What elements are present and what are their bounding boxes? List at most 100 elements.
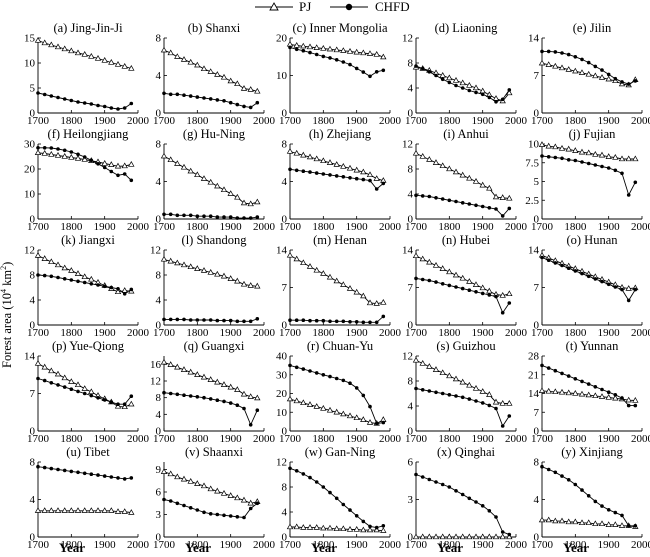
pj-point — [598, 393, 606, 399]
pj-point — [446, 74, 453, 81]
pj-point — [313, 524, 320, 530]
y-tick-label: 4 — [282, 507, 288, 519]
pj-point — [207, 68, 214, 74]
panel-title: (m) Henan — [313, 233, 368, 247]
x-tick-label: 1900 — [598, 327, 621, 339]
chfd-point — [334, 319, 339, 324]
panel-title: (g) Hu-Ning — [183, 127, 246, 141]
pj-point — [452, 76, 460, 83]
pj-point — [180, 261, 188, 268]
pj-point — [412, 149, 420, 156]
pj-point — [459, 79, 466, 86]
pj-point — [373, 175, 380, 181]
chfd-point — [215, 398, 220, 403]
x-tick-label: 2000 — [505, 433, 528, 445]
x-tick-label: 2000 — [253, 327, 276, 339]
chfd-point — [96, 162, 100, 166]
x-tick-label: 1800 — [312, 327, 335, 339]
x-tick-label: 1900 — [472, 327, 495, 339]
chfd-point — [69, 387, 74, 392]
y-tick-label: 0 — [408, 214, 414, 226]
pj-point — [366, 299, 374, 306]
x-tick-label: 1900 — [220, 433, 243, 445]
pj-point — [426, 156, 433, 162]
chfd-point — [42, 92, 47, 97]
pj-point — [254, 394, 261, 401]
pj-point — [625, 285, 632, 291]
pj-point — [160, 468, 168, 474]
pj-point — [558, 388, 566, 395]
chfd-point — [447, 283, 452, 288]
chfd-point — [235, 102, 240, 107]
chfd-point — [36, 91, 40, 95]
chfd-point — [560, 156, 564, 161]
chfd-point — [182, 317, 186, 322]
chfd-point — [222, 99, 226, 103]
x-tick-label: 1900 — [598, 539, 621, 551]
chfd-point — [242, 216, 246, 220]
pj-point — [300, 151, 307, 158]
chfd-point — [620, 171, 624, 176]
chfd-point — [546, 155, 551, 159]
chfd-point — [546, 258, 551, 263]
chfd-point — [374, 421, 379, 426]
chfd-point — [546, 467, 551, 472]
x-axis-label-col1: Year — [59, 540, 85, 555]
pj-point — [187, 477, 194, 484]
chfd-point — [188, 394, 193, 398]
chfd-point — [301, 169, 306, 173]
pj-point — [373, 526, 380, 533]
chfd-point — [620, 513, 624, 518]
pj-point — [479, 284, 486, 291]
chfd-point — [69, 469, 74, 474]
x-tick-label: 2000 — [631, 433, 650, 445]
chfd-point — [294, 469, 299, 473]
pj-point — [466, 381, 473, 388]
panel-23: (w) Gan-Ning 0 4 8 12 1700 1800 1900 2000 — [276, 445, 402, 551]
y-tick-label: 0 — [156, 108, 162, 120]
chfd-point — [354, 514, 359, 518]
chfd-point — [56, 275, 60, 280]
pj-point — [174, 259, 181, 266]
chfd-point — [36, 146, 40, 150]
chfd-point — [76, 470, 80, 475]
x-tick-label: 1900 — [598, 433, 621, 445]
y-tick-label: 4 — [156, 176, 162, 188]
x-tick-label: 1700 — [153, 221, 176, 233]
pj-point — [286, 251, 294, 258]
chfd-point — [321, 318, 326, 323]
chfd-point — [242, 406, 246, 411]
pj-point — [545, 516, 552, 523]
chfd-point — [480, 92, 485, 97]
x-tick-label: 1900 — [220, 115, 243, 127]
chfd-point — [102, 398, 107, 402]
chfd-point — [42, 465, 47, 470]
pj-point — [88, 52, 95, 59]
pj-point — [300, 42, 307, 49]
pj-point — [340, 525, 347, 532]
y-tick-label: 5 — [534, 176, 540, 188]
x-tick-label: 2000 — [127, 433, 150, 445]
chfd-point — [248, 216, 253, 220]
chfd-point — [447, 80, 452, 85]
chfd-point — [175, 317, 180, 322]
pj-point — [227, 492, 234, 498]
pj-point — [426, 363, 433, 369]
pj-point — [108, 161, 115, 167]
pj-point — [54, 151, 62, 158]
chfd-point — [215, 215, 220, 219]
pj-point — [578, 519, 586, 526]
chfd-point — [580, 488, 584, 492]
x-tick-label: 1900 — [94, 539, 117, 551]
pj-point — [373, 50, 380, 57]
pj-point — [366, 171, 374, 178]
panel-title: (s) Guizhou — [436, 339, 496, 353]
y-axis-label-end: ) — [0, 262, 14, 266]
pj-point — [187, 167, 194, 174]
chfd-point — [427, 389, 432, 393]
chfd-point — [553, 368, 558, 373]
pj-point — [214, 71, 221, 77]
chfd-point — [354, 386, 359, 390]
chfd-point — [62, 148, 67, 153]
